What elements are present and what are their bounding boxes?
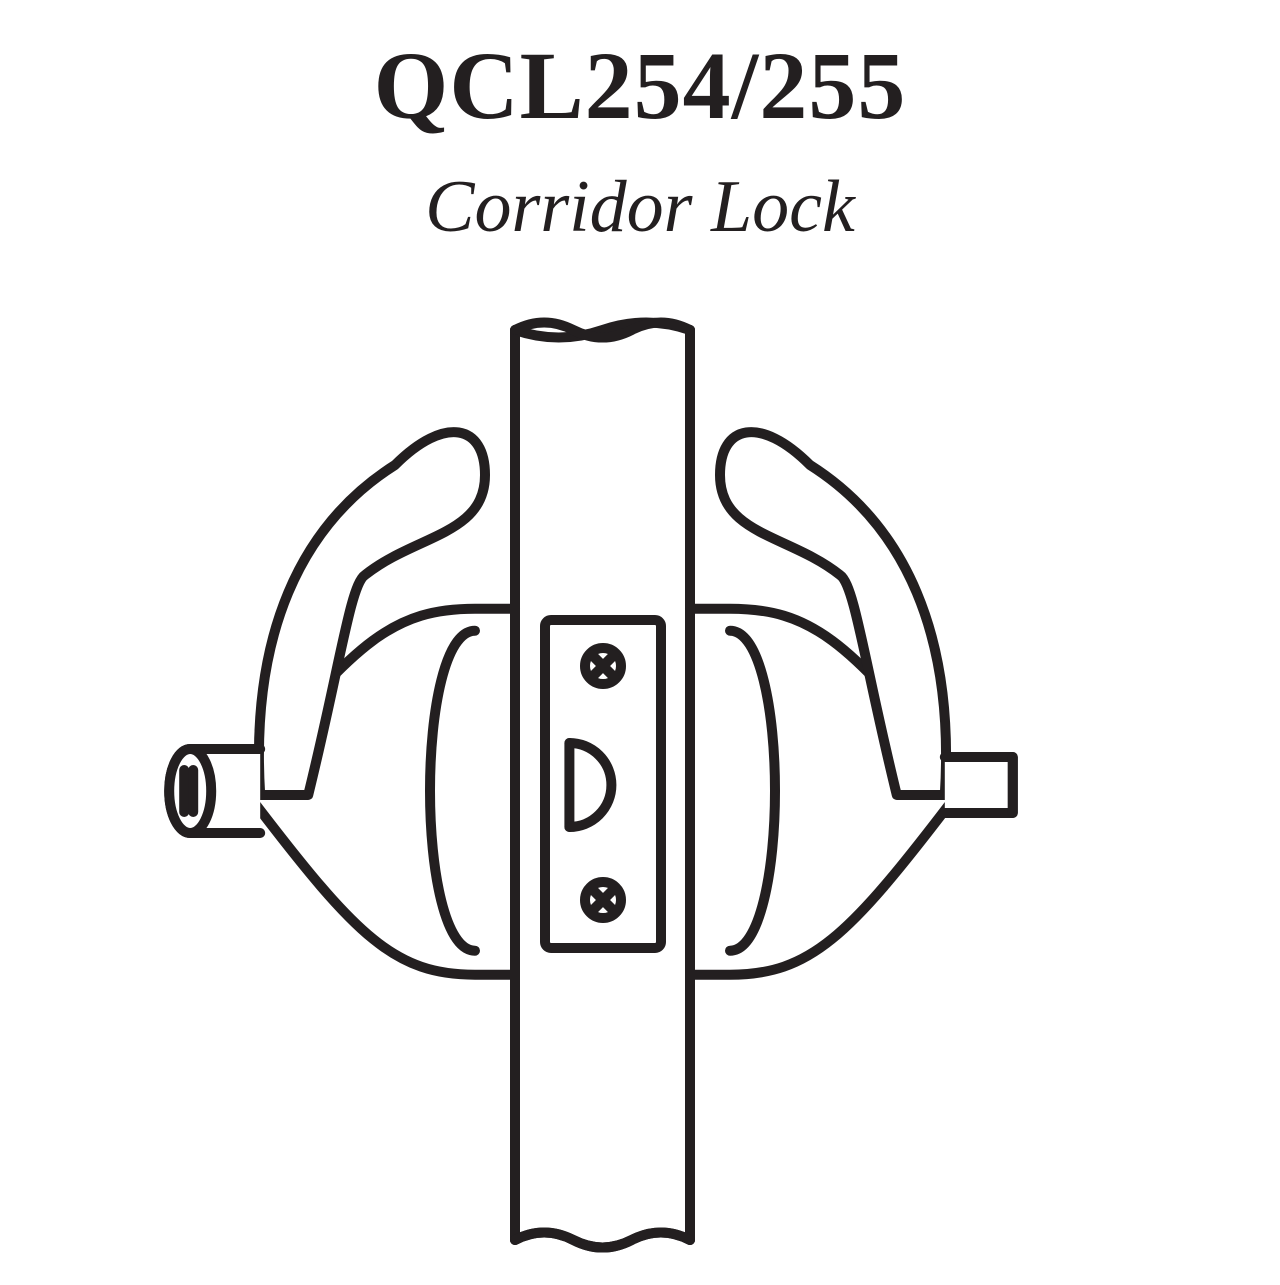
page: QCL254/255 Corridor Lock xyxy=(0,0,1280,1280)
lock-svg xyxy=(0,300,1280,1280)
model-title: QCL254/255 xyxy=(0,30,1280,141)
subtitle: Corridor Lock xyxy=(0,165,1280,250)
lock-diagram xyxy=(0,300,1280,1280)
